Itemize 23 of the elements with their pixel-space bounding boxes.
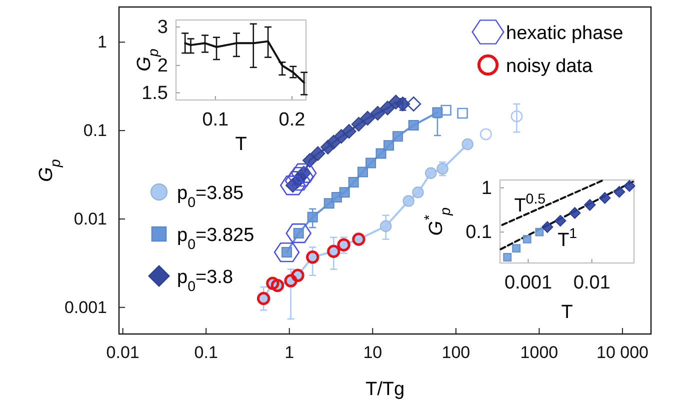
y-tick-label: 0.001 <box>64 298 107 317</box>
series-label: T$^{0.5}$ <box>514 192 546 217</box>
x-tick-label: 0.2 <box>278 109 306 130</box>
x-tick-label: 0.01 <box>106 343 140 362</box>
x-tick-label: 10 000 <box>596 343 648 362</box>
x-tick-label: 10 <box>363 343 382 362</box>
x-tick-label: 100 <box>442 343 470 362</box>
y-tick-label: 0.01 <box>74 209 107 228</box>
legend-label: p$_{0}$=3.8 <box>177 267 234 295</box>
legend-label: noisy data <box>506 56 594 77</box>
x-tick-label: 1 <box>284 343 294 362</box>
legend-label: hexatic phase <box>506 23 624 44</box>
legend-label: p$_{0}$=3.85 <box>177 183 244 211</box>
series-label: T$^{1}$ <box>558 226 578 252</box>
x-axis-title: T <box>235 134 248 155</box>
x-axis-title: T <box>561 302 574 323</box>
y-tick-label: 3 <box>157 17 168 38</box>
y-tick-label: 1 <box>98 32 107 52</box>
x-axis-title: T/Tg <box>365 379 405 400</box>
y-tick-label: 1.5 <box>142 82 168 104</box>
legend-label: p$_{0}$=3.825 <box>177 225 254 253</box>
x-tick-label: 1000 <box>520 343 558 362</box>
x-tick-label: 0.1 <box>194 343 218 362</box>
